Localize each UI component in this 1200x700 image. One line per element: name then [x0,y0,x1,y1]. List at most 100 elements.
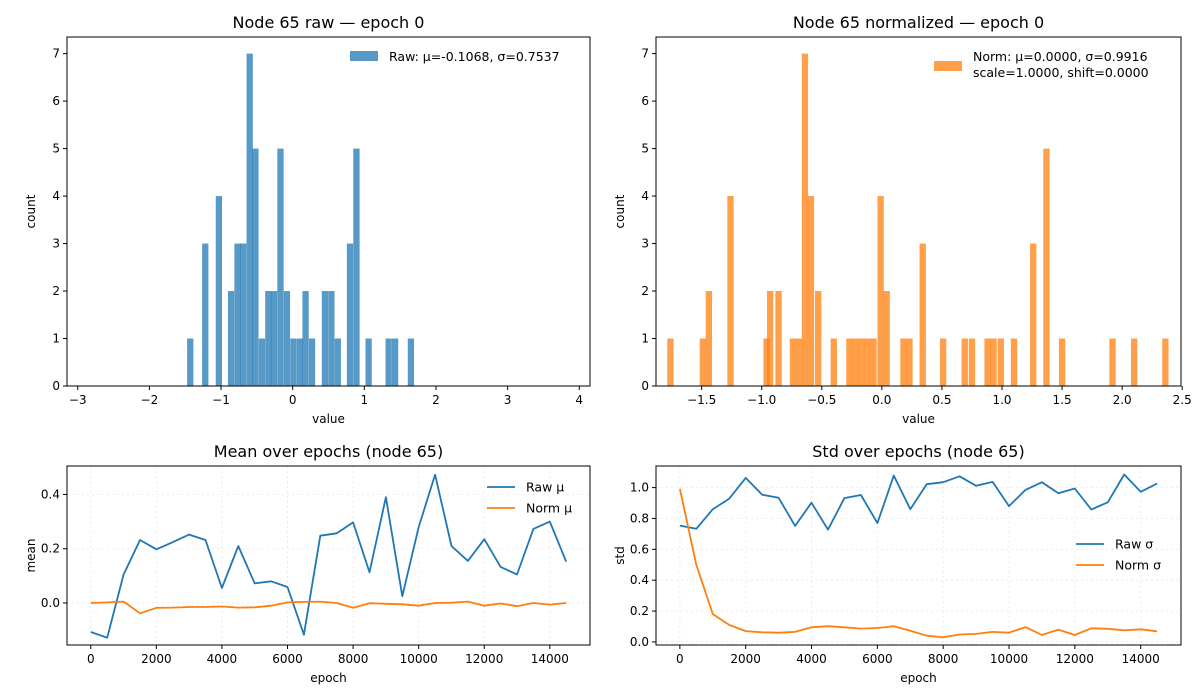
histogram-bar [265,291,272,386]
y-tick-label: 4 [641,189,649,203]
histogram-bar [1162,338,1169,386]
x-tick-label: 2.0 [1113,393,1132,407]
plot-frame [66,36,591,387]
x-tick-label: 6000 [862,652,893,666]
histogram-bar [308,338,316,386]
y-tick-label: 5 [641,142,649,156]
x-tick-label: 10000 [990,652,1028,666]
histogram-bar [815,291,822,386]
histogram-bar [939,338,947,386]
y-axis-label: count [24,194,38,228]
y-tick-label: 0.2 [630,604,649,618]
x-axis-label: value [312,412,345,426]
y-tick-label: 2 [52,284,60,298]
histogram-bar [252,148,259,386]
plot-frame [66,465,591,646]
y-tick-label: 0.2 [41,542,60,556]
y-tick-label: 0 [641,379,649,393]
x-tick-label: 4000 [796,652,827,666]
histogram-bar [883,291,890,386]
histogram-bar [852,338,859,386]
x-tick-label: 0.0 [872,393,891,407]
x-tick-label: −2 [141,393,159,407]
x-tick-label: 1 [361,393,369,407]
histogram-bar [346,243,354,386]
y-tick-label: 7 [641,47,649,61]
x-tick-label: 14000 [1122,652,1160,666]
histogram-bar [246,53,253,386]
histogram-bar [919,243,926,386]
histogram-bar [1130,338,1138,386]
x-tick-label: −1 [212,393,230,407]
chart-title: Std over epochs (node 65) [812,442,1024,461]
y-tick-label: 0.0 [630,635,649,649]
y-tick-label: 3 [641,237,649,251]
histogram-bar [807,196,815,386]
chart-4: 0 2000 4000 6000 8000 10000 12000 14000 0.0 0.2 0.… [613,442,1182,685]
legend-label: Raw: μ=-0.1068, σ=0.7537 [389,49,560,64]
histogram-bar [1010,338,1018,386]
histogram-bar [334,338,341,386]
histogram-bar [227,291,235,386]
legend-label: Raw σ [1115,537,1153,552]
x-tick-label: 12000 [1056,652,1094,666]
x-tick-label: −3 [69,393,87,407]
legend-label-line-1: Norm: μ=0.0000, σ=0.9916 [973,49,1148,64]
x-tick-label: 0 [87,652,95,666]
chart-title: Mean over epochs (node 65) [214,442,443,461]
x-tick-label: 0 [676,652,684,666]
legend-label: Norm μ [526,501,572,516]
histogram-bar [187,338,194,386]
histogram-bar [302,291,309,386]
histogram-bar [775,291,782,386]
chart-title: Node 65 normalized — epoch 0 [793,13,1044,32]
legend-label: Norm σ [1115,558,1161,573]
histogram-bar [727,196,734,386]
x-tick-label: 4 [575,393,583,407]
x-tick-label: −1.0 [747,393,776,407]
histogram-bar [270,291,278,386]
histogram-bar [240,243,247,386]
histogram-bar [667,338,674,386]
histogram-bar [846,338,853,386]
y-tick-label: 1.0 [630,481,649,495]
y-tick-label: 6 [52,94,60,108]
plot-frame [655,465,1182,646]
histogram-bar [997,338,1004,386]
histogram-bar [699,338,707,386]
x-tick-label: 1.5 [1053,393,1072,407]
x-axis-label: epoch [310,671,347,685]
x-tick-label: 2.5 [1173,393,1192,407]
x-tick-label: −0.5 [807,393,836,407]
histogram-bar [328,291,335,386]
series-line [679,488,1158,639]
x-tick-label: 6000 [272,652,303,666]
x-tick-label: 12000 [465,652,503,666]
y-tick-label: 0.8 [630,511,649,525]
legend-swatch [350,51,378,61]
histogram-bar [258,338,266,386]
histogram-bar [789,338,797,386]
histogram-bar [391,338,399,386]
histogram-bar [961,338,968,386]
histogram-bar [296,338,303,386]
histogram-bar [763,338,770,386]
plot-frame [655,36,1182,387]
y-tick-label: 7 [52,47,60,61]
y-tick-label: 1 [641,332,649,346]
y-tick-label: 0.4 [41,487,60,501]
x-tick-label: 2000 [730,652,761,666]
series-line [90,600,567,615]
histogram-bar [353,148,360,386]
series-line [90,473,568,639]
chart-3: 0 2000 4000 6000 8000 10000 12000 14000 0.0 0.2 0.… [24,442,591,685]
y-tick-label: 5 [52,142,60,156]
legend-label: Raw μ [526,480,564,495]
y-tick-label: 4 [52,189,60,203]
x-tick-label: 14000 [531,652,569,666]
legend-label-line-2: scale=1.0000, shift=0.0000 [973,65,1149,80]
x-axis-label: value [902,412,935,426]
x-tick-label: 0.5 [932,393,951,407]
y-axis-label: count [613,194,627,228]
y-tick-label: 0.6 [630,542,649,556]
